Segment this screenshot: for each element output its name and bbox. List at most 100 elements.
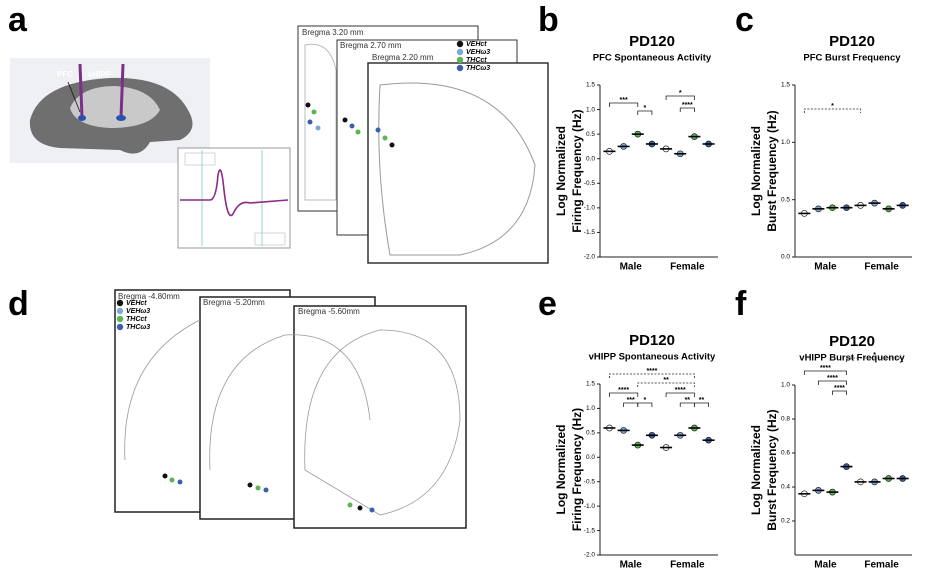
y-axis-label: Firing Frequency (Hz) xyxy=(570,408,584,531)
chart-subtitle: vHIPP Spontaneous Activity xyxy=(589,352,716,363)
legend-swatch xyxy=(116,315,124,323)
y-tick-label: -0.5 xyxy=(584,180,596,187)
significance-label: *** xyxy=(627,397,635,404)
chart-title: PD120 xyxy=(629,33,675,50)
y-tick-label: 1.0 xyxy=(781,139,790,146)
y-tick-label: 0.4 xyxy=(781,484,790,491)
legend-label: VEHω3 xyxy=(466,49,490,56)
legend-swatch xyxy=(116,323,124,331)
legend-label: THCω3 xyxy=(126,324,150,331)
y-tick-label: 1.0 xyxy=(586,405,595,412)
significance-bracket xyxy=(665,392,695,397)
y-tick-label: 0.5 xyxy=(586,131,595,138)
significance-bracket xyxy=(694,402,709,407)
significance-bracket xyxy=(803,370,847,375)
significance-bracket xyxy=(609,102,639,107)
legend-swatch xyxy=(116,299,124,307)
x-tick-label: Female xyxy=(864,262,899,273)
y-tick-label: -2.0 xyxy=(584,552,596,559)
significance-bracket xyxy=(803,108,861,113)
y-tick-label: 0.0 xyxy=(781,254,790,261)
y-tick-label: 0.6 xyxy=(781,450,790,457)
legend-swatch xyxy=(456,48,464,56)
significance-label: * xyxy=(873,352,876,359)
recording-sites xyxy=(305,102,395,148)
significance-bracket xyxy=(609,392,639,397)
significance-label: **** xyxy=(827,375,838,382)
x-tick-label: Female xyxy=(670,262,705,273)
bregma-label: Bregma 3.20 mm xyxy=(302,28,364,37)
panel-label: f xyxy=(735,285,747,323)
x-tick-label: Male xyxy=(814,262,837,273)
x-tick-label: Female xyxy=(864,560,899,571)
y-tick-label: 1.5 xyxy=(586,82,595,89)
significance-label: * xyxy=(679,90,682,97)
significance-bracket xyxy=(846,357,904,362)
significance-bracket xyxy=(832,390,847,395)
region-label: PFC xyxy=(57,70,73,79)
legend-label: VEHω3 xyxy=(126,308,150,315)
legend-swatch xyxy=(116,307,124,315)
significance-bracket xyxy=(637,110,653,115)
significance-label: **** xyxy=(646,368,657,375)
significance-bracket xyxy=(637,382,695,387)
y-tick-label: -1.0 xyxy=(584,503,596,510)
x-tick-label: Male xyxy=(814,560,837,571)
region-label: vHIPP xyxy=(88,70,112,79)
significance-bracket xyxy=(609,373,695,378)
significance-label: ** xyxy=(685,397,691,404)
y-axis-label: Burst Frequency (Hz) xyxy=(765,110,779,231)
chart-subtitle: vHIPP Burst Frequency xyxy=(799,353,905,364)
significance-label: ** xyxy=(699,397,705,404)
y-tick-label: 1.5 xyxy=(781,82,790,89)
significance-label: ** xyxy=(663,377,669,384)
atlas-cards xyxy=(114,289,467,529)
legend-label: THCω3 xyxy=(466,65,490,72)
waveform-inset xyxy=(177,147,291,249)
legend-label: VEHct xyxy=(466,41,487,48)
legend-swatch xyxy=(456,40,464,48)
y-tick-label: 1.0 xyxy=(586,106,595,113)
bregma-label: Bregma -5.60mm xyxy=(298,307,360,316)
significance-label: **** xyxy=(820,365,831,372)
legend-swatch xyxy=(456,64,464,72)
brain-sagittal: PFC vHIPP xyxy=(10,58,210,163)
significance-label: * xyxy=(643,105,646,112)
y-axis-label: Log Normalized xyxy=(554,424,568,514)
y-tick-label: -2.0 xyxy=(584,254,596,261)
chart-title: PD120 xyxy=(829,33,875,50)
y-tick-label: -1.5 xyxy=(584,527,596,534)
bregma-label: Bregma 2.20 mm xyxy=(372,53,434,62)
atlas-cards xyxy=(297,25,549,264)
x-tick-label: Male xyxy=(620,560,643,571)
y-tick-label: -1.0 xyxy=(584,205,596,212)
significance-label: **** xyxy=(675,387,686,394)
y-axis-label: Log Normalized xyxy=(749,126,763,216)
y-tick-label: 0.0 xyxy=(586,155,595,162)
bregma-label: Bregma -5.20mm xyxy=(203,298,265,307)
panel-label: e xyxy=(538,285,557,323)
legend-swatch xyxy=(456,56,464,64)
y-axis-label: Log Normalized xyxy=(749,425,763,515)
chart-subtitle: PFC Spontaneous Activity xyxy=(593,53,712,64)
significance-bracket xyxy=(637,402,653,407)
significance-label: * xyxy=(831,103,834,110)
y-tick-label: 1.0 xyxy=(781,382,790,389)
x-tick-label: Female xyxy=(670,560,705,571)
chart-subtitle: PFC Burst Frequency xyxy=(803,53,901,64)
bregma-label: Bregma -4.80mm xyxy=(118,292,180,301)
y-axis-label: Burst Frequency (Hz) xyxy=(765,409,779,530)
y-axis-label: Log Normalized xyxy=(554,126,568,216)
chart-title: PD120 xyxy=(829,333,875,350)
chart-title: PD120 xyxy=(629,332,675,349)
y-tick-label: 0.0 xyxy=(586,454,595,461)
panel-label: d xyxy=(8,285,29,323)
legend-label: THCct xyxy=(126,316,147,323)
y-tick-label: 0.2 xyxy=(781,518,790,525)
significance-bracket xyxy=(818,380,847,385)
significance-label: **** xyxy=(682,102,693,109)
significance-label: * xyxy=(643,397,646,404)
y-tick-label: -0.5 xyxy=(584,478,596,485)
